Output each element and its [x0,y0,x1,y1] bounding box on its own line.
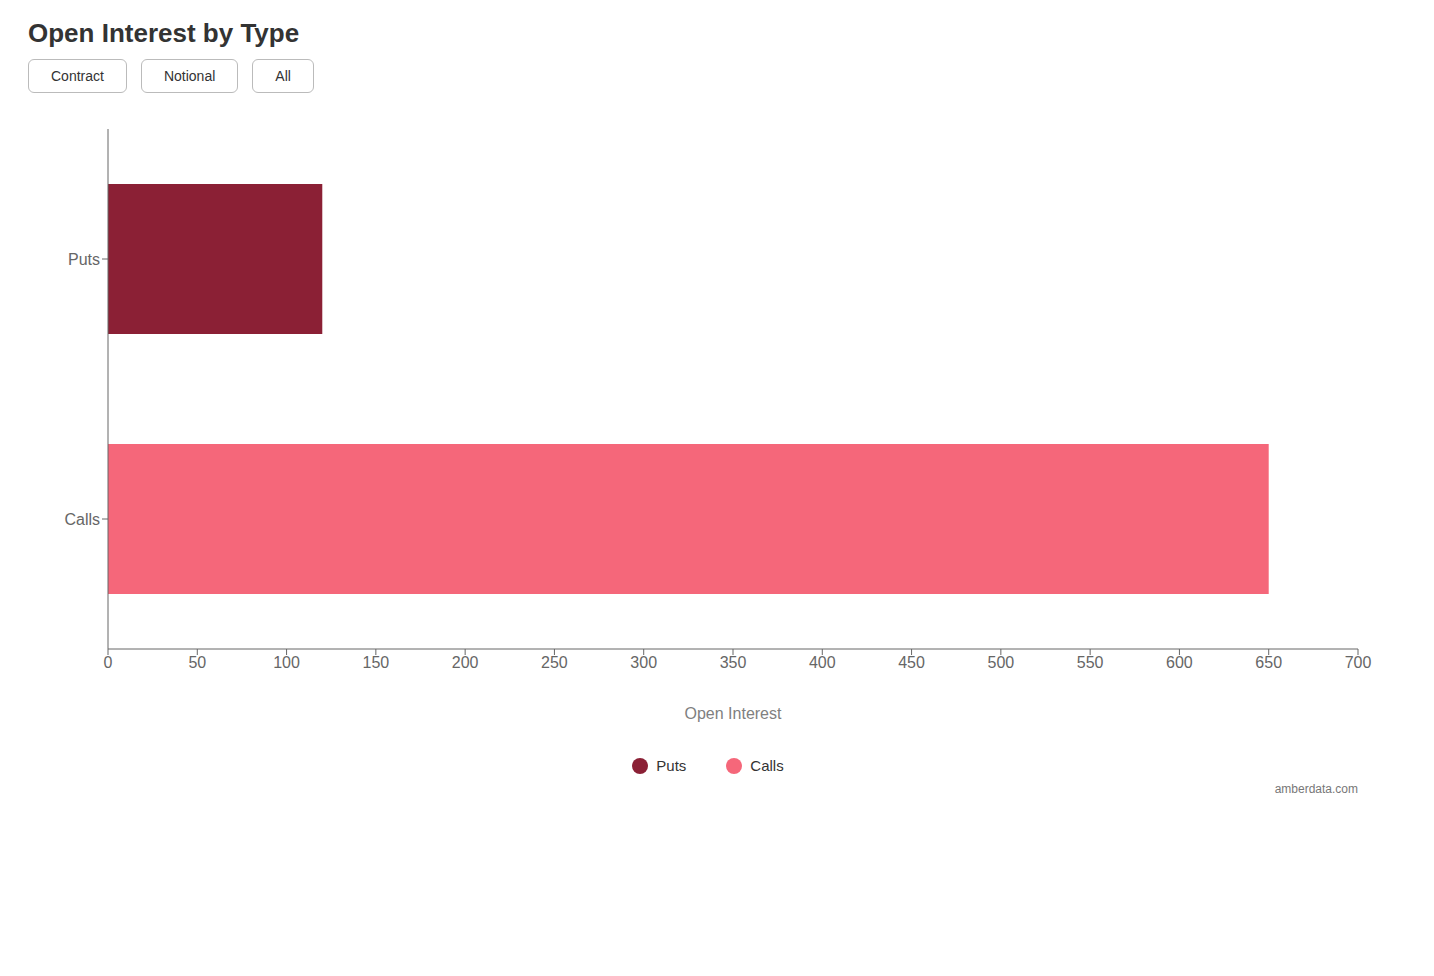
svg-text:300: 300 [630,654,657,671]
html-text:Calls: Calls [750,757,784,774]
svg-text:Open Interest: Open Interest [685,705,783,722]
svg-text:50: 50 [188,654,206,671]
svg-text:350: 350 [720,654,747,671]
svg-text:0: 0 [104,654,113,671]
html-text:Notional: Notional [163,68,216,84]
html-text:Contract: Contract [51,68,104,84]
html-text:amberdata.com: amberdata.com [1274,782,1358,796]
svg-text:500: 500 [988,654,1015,671]
svg-text:550: 550 [1077,654,1104,671]
svg-text:150: 150 [363,654,390,671]
svg-text:700: 700 [1345,654,1372,671]
svg-text:250: 250 [541,654,568,671]
svg-text:Calls: Calls [64,511,100,528]
svg-text:600: 600 [1166,654,1193,671]
svg-text:200: 200 [452,654,479,671]
svg-text:Puts: Puts [68,251,100,268]
html-text:Puts: Puts [656,757,687,774]
svg-text:450: 450 [898,654,925,671]
html-text:Open Interest by Type: Open Interest by Type [28,18,300,48]
html-text:All: All [275,68,291,84]
svg-text:100: 100 [273,654,300,671]
svg-text:400: 400 [809,654,836,671]
svg-text:650: 650 [1255,654,1282,671]
